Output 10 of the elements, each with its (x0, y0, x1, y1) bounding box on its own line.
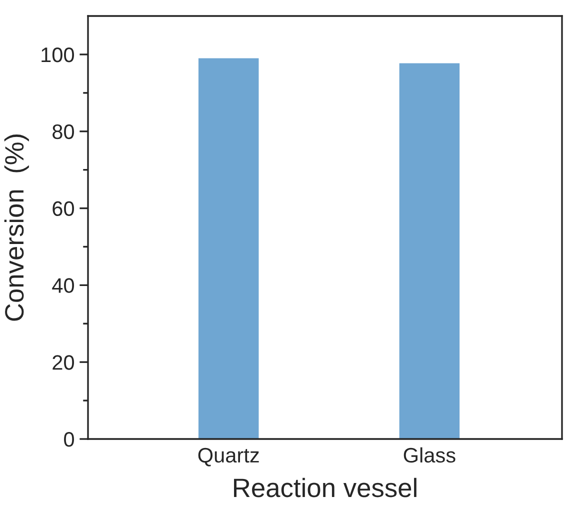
x-tick-label: Quartz (198, 448, 259, 466)
x-axis-title: Reaction vessel (234, 478, 416, 498)
y-axis-title: Conversion (%) (4, 134, 29, 321)
y-tick-label: 40 (52, 278, 74, 293)
y-tick-label: 60 (52, 201, 74, 216)
y-tick-label: 80 (52, 124, 74, 140)
x-tick-label: Glass (404, 447, 456, 463)
y-tick-label: 100 (42, 47, 74, 62)
y-tick-label: 0 (64, 432, 74, 447)
y-tick-label: 20 (52, 355, 74, 370)
